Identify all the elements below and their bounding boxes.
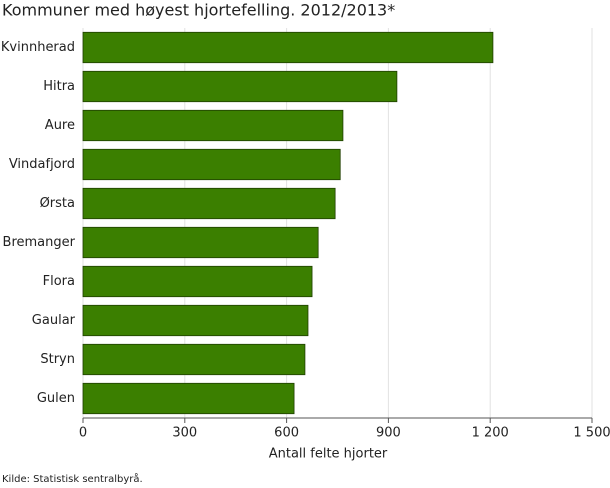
- x-tick-label: 0: [79, 426, 87, 441]
- bar: [82, 187, 336, 220]
- bar: [82, 343, 306, 376]
- y-tick-label: Aure: [45, 118, 75, 133]
- x-axis-label: Antall felte hjorter: [269, 447, 388, 462]
- x-tick-label: 300: [172, 426, 197, 441]
- y-tick-label: Vindafjord: [9, 157, 75, 172]
- bar: [82, 31, 494, 64]
- bar: [82, 70, 398, 103]
- chart-title: Kommuner med høyest hjortefelling. 2012/…: [2, 1, 395, 20]
- x-tick-label: 1 500: [573, 426, 610, 441]
- x-tick-label: 1 200: [472, 426, 509, 441]
- source: Kilde: Statistisk sentralbyrå.: [2, 472, 143, 485]
- bar: [82, 226, 319, 259]
- y-tick-label: Gaular: [32, 313, 76, 328]
- bar: [82, 148, 341, 181]
- bar: [82, 109, 344, 142]
- y-tick-label: Ørsta: [40, 196, 75, 211]
- x-tick-label: 600: [274, 426, 299, 441]
- y-tick-label: Bremanger: [3, 235, 76, 250]
- y-tick-label: Stryn: [40, 352, 75, 367]
- x-tick-label: 900: [376, 426, 401, 441]
- y-tick-label: Flora: [43, 274, 75, 289]
- y-tick-label: Gulen: [37, 391, 75, 406]
- bar: [82, 265, 313, 298]
- y-tick-label: Hitra: [43, 79, 75, 94]
- y-tick-label: Kvinnherad: [1, 40, 75, 55]
- bar: [82, 304, 309, 337]
- bar: [82, 382, 295, 415]
